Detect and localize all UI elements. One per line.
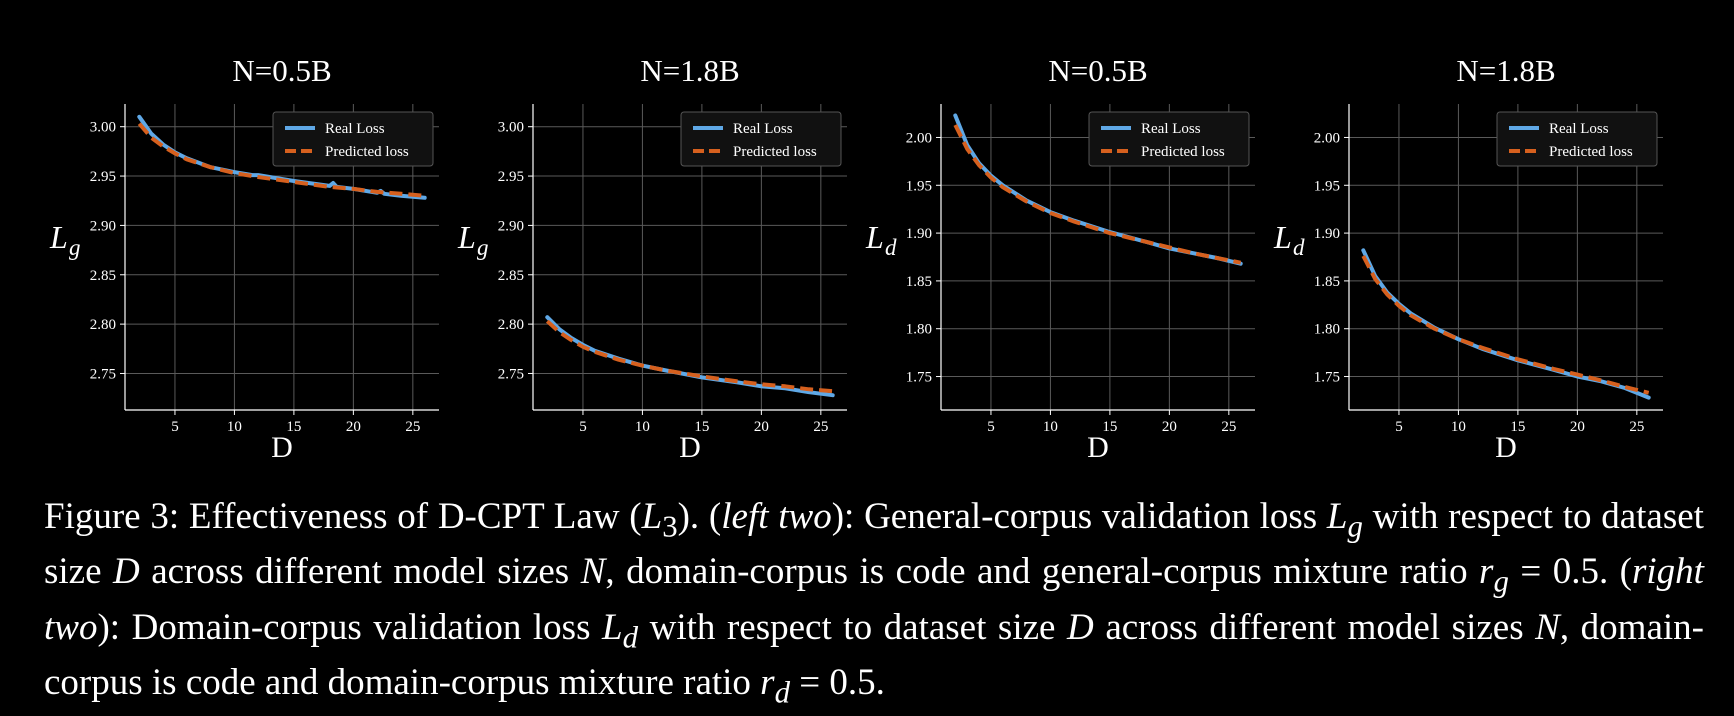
caption-symbol-Ld: L [602,607,623,648]
x-tick-label: 10 [1043,419,1058,435]
x-tick-label: 25 [405,419,420,435]
x-axis-label: D [679,431,701,464]
chart-panel-4: 5 10 15 20 25 1.75 1.80 1.85 1.90 1.95 2.00 N=1.8B D… [1273,53,1663,464]
legend-label: Predicted loss [1141,144,1225,160]
y-tick-label: 2.85 [498,268,524,284]
predicted-loss-line [1363,256,1648,393]
panel-title: N=1.8B [1456,53,1555,88]
caption-symbol-N: N [581,551,606,592]
y-axis-label-subscript: d [885,235,897,260]
legend-label: Real Loss [1141,121,1201,137]
y-tick-label: 2.80 [498,317,524,333]
y-tick-label: 2.75 [498,366,524,382]
caption-subscript-d: d [623,620,638,654]
caption-text: across different model sizes [1094,607,1535,648]
caption-text: across different model sizes [140,551,581,592]
predicted-loss-line [547,321,832,391]
chart-panel-3: 5 10 15 20 25 1.75 1.80 1.85 1.90 1.95 2.00 N=0.5B D… [865,53,1255,464]
y-tick-label: 3.00 [90,120,116,136]
caption-text: ): Domain-corpus validation loss [97,607,602,648]
legend-label: Predicted loss [733,144,817,160]
x-tick-label: 10 [227,419,242,435]
y-tick-label: 1.80 [906,322,932,338]
y-tick-label: 1.75 [906,370,932,386]
caption-symbol-D: D [113,551,140,592]
x-tick-label: 25 [1629,419,1644,435]
caption-left-two: left two [721,496,831,537]
x-axis-label: D [271,431,293,464]
panel-title: N=0.5B [232,53,331,88]
y-axis-label: L [1273,219,1292,255]
legend-label: Real Loss [1549,121,1609,137]
x-axis-label: D [1495,431,1517,464]
real-loss-line [547,317,832,395]
legend-label: Predicted loss [1549,144,1633,160]
y-tick-label: 1.85 [906,274,932,290]
legend-label: Real Loss [733,121,793,137]
caption-subscript-3: 3 [662,509,677,543]
y-tick-label: 1.90 [906,226,932,242]
y-tick-label: 1.75 [1314,370,1340,386]
y-axis-label: L [865,219,884,255]
caption-text: Figure 3: Effectiveness of D-CPT Law ( [44,496,642,537]
y-tick-label: 1.90 [1314,226,1340,242]
x-tick-label: 20 [754,419,769,435]
caption-subscript-g: g [1493,565,1508,599]
caption-text: ): General-corpus validation loss [832,496,1327,537]
x-tick-label: 20 [346,419,361,435]
y-tick-label: 2.90 [90,218,116,234]
caption-symbol-D: D [1067,607,1094,648]
x-tick-label: 5 [171,419,179,435]
y-tick-label: 3.00 [498,120,524,136]
caption-text: ). ( [678,496,722,537]
y-tick-label: 2.75 [90,366,116,382]
caption-symbol-N: N [1535,607,1560,648]
y-tick-label: 2.00 [906,130,932,146]
legend-label: Predicted loss [325,144,409,160]
y-tick-label: 1.85 [1314,274,1340,290]
x-tick-label: 25 [813,419,828,435]
caption-symbol-L: L [642,496,663,537]
y-tick-label: 1.80 [1314,322,1340,338]
x-tick-label: 20 [1570,419,1585,435]
caption-symbol-rg: r [1479,551,1493,592]
chart-panel-2: 5 10 15 20 25 2.75 2.80 2.85 2.90 2.95 3.00 N=1.8B D… [457,53,847,464]
y-tick-label: 1.95 [906,178,932,194]
y-tick-label: 2.95 [90,169,116,185]
caption-subscript-d: d [775,676,790,710]
y-tick-label: 2.80 [90,317,116,333]
caption-text: = 0.5. [790,662,885,703]
y-tick-label: 2.85 [90,268,116,284]
y-tick-label: 2.00 [1314,130,1340,146]
y-axis-label-subscript: d [1293,235,1305,260]
x-tick-label: 10 [635,419,650,435]
real-loss-line [1363,250,1648,397]
y-axis-label: L [49,219,68,255]
y-tick-label: 1.95 [1314,178,1340,194]
y-tick-label: 2.95 [498,169,524,185]
figure-caption: Figure 3: Effectiveness of D-CPT Law (L3… [44,494,1704,716]
x-axis-label: D [1087,431,1109,464]
caption-text: with respect to dataset size [638,607,1067,648]
x-tick-label: 5 [987,419,995,435]
x-tick-label: 20 [1162,419,1177,435]
y-tick-label: 2.90 [498,218,524,234]
y-axis-label-subscript: g [477,235,489,260]
x-tick-label: 10 [1451,419,1466,435]
panel-title: N=0.5B [1048,53,1147,88]
caption-text: , domain-corpus is code and general-corp… [605,551,1479,592]
caption-symbol-rd: r [760,662,774,703]
x-tick-label: 25 [1221,419,1236,435]
chart-panel-1: 5 10 15 20 25 2.75 2.80 2.85 2.90 2.95 3.00 N=0.5B D… [49,53,439,464]
legend-label: Real Loss [325,121,385,137]
x-tick-label: 5 [1395,419,1403,435]
caption-subscript-g: g [1347,509,1362,543]
caption-symbol-Lg: L [1327,496,1348,537]
caption-text: = 0.5. ( [1509,551,1632,592]
y-axis-label: L [457,219,476,255]
figure-panels: 5 10 15 20 252.752.802.852.902.953.00N=0.5BD… [0,0,1734,470]
y-axis-label-subscript: g [69,235,81,260]
x-tick-label: 5 [579,419,587,435]
panel-title: N=1.8B [640,53,739,88]
